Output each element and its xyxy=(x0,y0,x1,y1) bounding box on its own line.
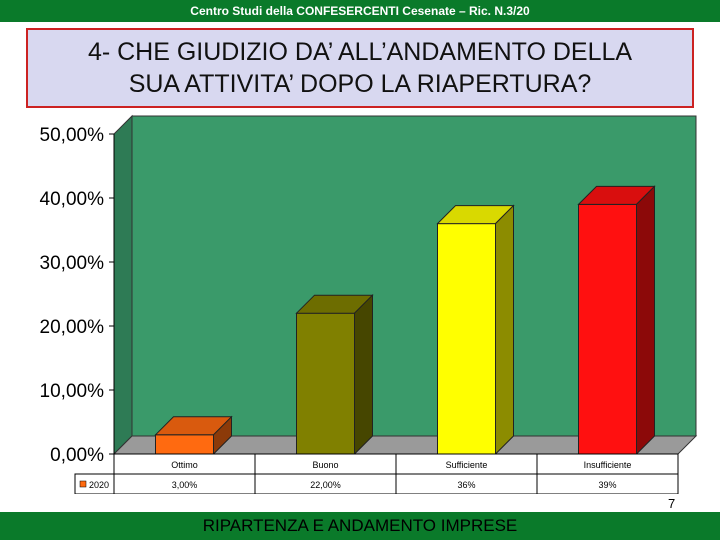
footer-bar: RIPARTENZA E ANDAMENTO IMPRESE xyxy=(0,512,720,540)
plot-side-wall xyxy=(113,114,133,456)
data-label: 22,00% xyxy=(310,480,341,490)
bar-sufficiente xyxy=(437,223,496,455)
data-label: 39% xyxy=(598,480,616,490)
y-tick-label: 20,00% xyxy=(40,317,105,338)
page-number: 7 xyxy=(668,496,676,511)
bar-chart: 0,00% 10,00% 20,00% 30,00% 40,00% 50,00% Ottim… xyxy=(40,114,698,495)
y-tick-label: 0,00% xyxy=(50,445,104,466)
data-label: 3,00% xyxy=(172,480,198,490)
footer-text: RIPARTENZA E ANDAMENTO IMPRESE xyxy=(202,516,518,535)
category-label: Insufficiente xyxy=(584,460,632,470)
data-table-values-row xyxy=(74,473,679,495)
chart-area: 0,00% 10,00% 20,00% 30,00% 40,00% 50,00% Ottim… xyxy=(0,112,720,495)
y-tick-label: 30,00% xyxy=(40,253,105,274)
data-label: 36% xyxy=(457,480,475,490)
slide-title: 4- CHE GIUDIZIO DA’ ALL’ANDAMENTO DELLA … xyxy=(87,38,633,98)
bar-side-sufficiente xyxy=(495,204,514,456)
source-text: Centro Studi della CONFESERCENTI Cesenat… xyxy=(190,4,530,18)
bar-side-ottimo xyxy=(213,415,232,456)
category-label: Ottimo xyxy=(171,460,198,470)
bar-buono xyxy=(296,312,355,455)
y-tick-label: 10,00% xyxy=(40,381,105,402)
y-tick-label: 40,00% xyxy=(40,189,105,210)
category-label: Sufficiente xyxy=(446,460,488,470)
bar-ottimo xyxy=(155,434,214,455)
legend-label: 2020 xyxy=(89,480,109,490)
bar-insufficiente xyxy=(578,203,637,455)
category-label: Buono xyxy=(312,460,338,470)
bar-side-insufficiente xyxy=(636,185,655,456)
legend-key xyxy=(79,480,87,488)
title-box: 4- CHE GIUDIZIO DA’ ALL’ANDAMENTO DELLA … xyxy=(26,28,694,108)
header-bar: Centro Studi della CONFESERCENTI Cesenat… xyxy=(0,0,720,22)
bar-side-buono xyxy=(354,293,373,456)
y-tick-label: 50,00% xyxy=(40,125,105,146)
